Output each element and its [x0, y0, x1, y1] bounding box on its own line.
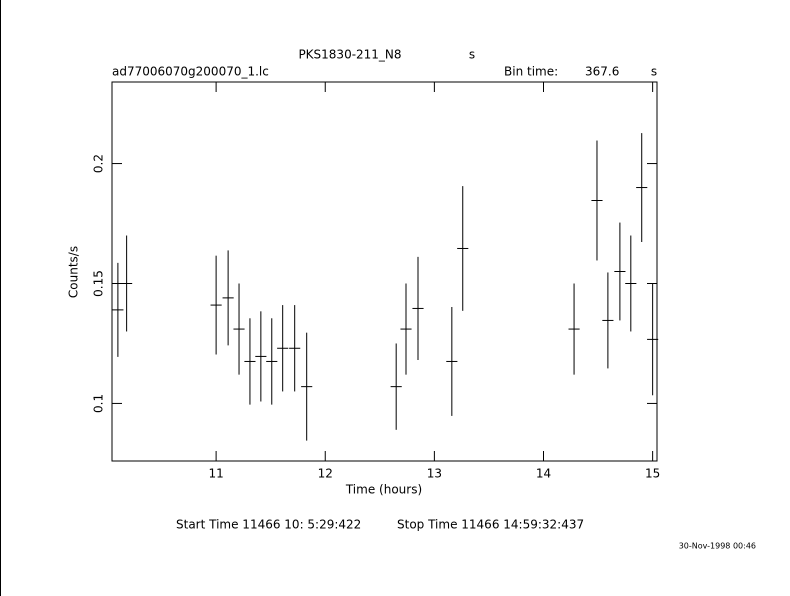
y-tick-label: 0.2 — [92, 154, 106, 173]
plot-frame — [111, 81, 658, 462]
bin-time-unit: s — [651, 65, 657, 79]
start-time: Start Time 11466 10: 5:29:422 — [176, 518, 361, 532]
x-tick-label: 12 — [318, 467, 333, 481]
y-axis-label: Counts/s — [67, 246, 81, 298]
y-tick-label: 0.1 — [92, 394, 106, 413]
x-tick-label: 14 — [536, 467, 551, 481]
x-tick-label: 11 — [208, 467, 223, 481]
bin-time-label: Bin time: — [504, 65, 558, 79]
stop-time: Stop Time 11466 14:59:32:437 — [397, 518, 584, 532]
bin-time: 367.6 — [585, 65, 619, 79]
x-tick-label: 13 — [427, 467, 442, 481]
x-tick-label: 15 — [645, 467, 660, 481]
x-axis-label: Time (hours) — [345, 483, 422, 497]
chart-title: PKS1830-211_N8 — [298, 48, 401, 62]
footer-date: 30-Nov-1998 00:46 — [679, 542, 756, 551]
y-tick-label: 0.15 — [92, 270, 106, 297]
title-unit: s — [469, 48, 475, 62]
subtitle: ad77006070g200070_1.lc — [112, 65, 269, 79]
